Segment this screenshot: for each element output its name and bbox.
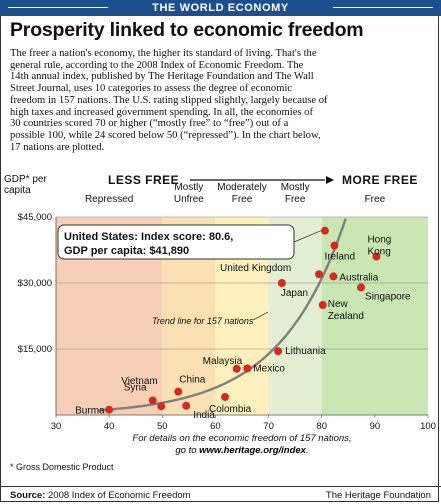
details-note-suffix: .	[306, 445, 309, 456]
body-line: high taxes and increased government spen…	[10, 106, 314, 118]
body-line: 17 nations are plotted.	[10, 141, 105, 153]
trend-line-label: Trend line for 157 nations	[152, 316, 254, 326]
point-label: Burma	[75, 406, 105, 417]
us-callout-pointer	[293, 230, 322, 243]
banner-rule-right	[333, 7, 433, 8]
x-tick-label: 50	[157, 421, 168, 432]
point-label: Zealand	[328, 311, 364, 322]
point-vietnam	[157, 402, 166, 411]
body-line: The freer a nation's economy, the higher…	[10, 48, 317, 59]
point-colombia	[220, 392, 229, 401]
point-label: Ireland	[324, 252, 355, 263]
point-burma	[105, 405, 114, 414]
us-callout-line2: GDP per capita: $41,890	[64, 245, 189, 257]
point-united-kingdom	[315, 270, 324, 279]
x-tick-label: 40	[104, 421, 115, 432]
y-tick-label: $30,000	[18, 278, 52, 289]
trend-label-pointer	[252, 311, 269, 321]
x-tick-label: 60	[210, 421, 221, 432]
band-label: Repressed	[85, 194, 133, 205]
point-australia	[329, 272, 338, 281]
point-syria	[148, 396, 157, 405]
y-axis-label-line2: capita	[4, 185, 31, 196]
point-label: Mexico	[253, 363, 285, 374]
band-label: Free	[285, 194, 306, 205]
point-india	[182, 401, 191, 410]
y-axis-label: GDP* per	[4, 174, 47, 185]
point-label: China	[179, 375, 206, 386]
heritage-url-link[interactable]: www.heritage.org/index	[199, 445, 307, 456]
publisher-credit: The Heritage Foundation	[325, 490, 431, 501]
band-label: Free	[232, 194, 253, 205]
point-lithuania	[274, 347, 283, 356]
point-new-zealand	[318, 301, 327, 309]
band-4	[321, 217, 428, 415]
point-ireland	[330, 241, 339, 250]
details-note-line1: For details on the economic freedom of 1…	[132, 433, 351, 444]
section-banner: THE WORLD ECONOMY	[0, 0, 441, 16]
point-label: Japan	[281, 288, 308, 299]
point-label: Hong	[367, 235, 391, 246]
scatter-chart: RepressedMostlyUnfreeModeratelyFreeMostl…	[4, 173, 436, 456]
band-label: Unfree	[174, 194, 204, 205]
y-tick-label: $15,000	[18, 344, 52, 355]
point-label: New	[328, 299, 349, 310]
body-line: Street Journal, uses 10 categories to as…	[10, 83, 293, 95]
x-tick-label: 70	[263, 421, 274, 432]
less-free-label: LESS FREE	[108, 173, 179, 187]
point-label: Australia	[339, 272, 378, 283]
point-label: Vietnam	[121, 376, 158, 387]
x-tick-label: 90	[370, 421, 381, 432]
more-free-label: MORE FREE	[342, 173, 418, 187]
footnote: * Gross Domestic Product	[10, 462, 114, 472]
band-label: Moderately	[217, 182, 266, 193]
point-label: Syria	[124, 382, 147, 393]
point-mexico	[243, 364, 252, 373]
body-text: The freer a nation's economy, the higher…	[10, 48, 440, 153]
point-label: Lithuania	[285, 346, 326, 357]
body-line: freedom in 157 nations. The U.S. rating …	[10, 94, 328, 106]
source-label: Source:	[10, 490, 46, 501]
headline: Prosperity linked to economic freedom	[10, 19, 364, 41]
direction-arrow-head	[326, 176, 334, 184]
body-line: possible 100, while 24 scored below 50 (…	[10, 129, 321, 141]
source-credit: Source: 2008 Index of Economic Freedom	[10, 490, 191, 501]
point-china	[174, 387, 183, 396]
x-tick-label: 30	[51, 421, 62, 432]
point-united-states	[320, 226, 329, 235]
body-line: 30 countries scored 70 or higher (“mostl…	[10, 118, 289, 130]
body-line: 14th annual index, published by The Heri…	[10, 71, 314, 83]
point-label: India	[193, 410, 215, 421]
point-label: Singapore	[365, 291, 411, 302]
us-callout-line1: United States: Index score: 80.6,	[64, 231, 233, 243]
x-tick-label: 100	[420, 421, 436, 432]
banner-title: THE WORLD ECONOMY	[152, 2, 289, 14]
point-japan	[277, 279, 286, 287]
point-label: Colombia	[209, 404, 252, 415]
trend-line	[98, 218, 347, 412]
point-label: Kong	[367, 247, 390, 258]
details-note-line2: go to www.heritage.org/index.	[175, 445, 308, 456]
details-note-prefix: go to	[175, 445, 199, 456]
y-tick-label: $45,000	[18, 212, 52, 223]
source-bar: Source: 2008 Index of Economic Freedom T…	[0, 486, 441, 504]
banner-rule-left	[8, 7, 108, 8]
source-text: 2008 Index of Economic Freedom	[45, 490, 191, 501]
point-label: Malaysia	[203, 356, 243, 367]
point-label: United Kingdom	[220, 263, 291, 274]
point-malaysia	[232, 364, 241, 373]
point-hong-kong	[372, 252, 381, 261]
body-line: general rule, according to the 2008 Inde…	[10, 59, 304, 71]
x-tick-label: 80	[316, 421, 327, 432]
band-label: Mostly	[174, 182, 203, 193]
band-label: Mostly	[281, 182, 310, 193]
point-singapore	[357, 283, 366, 292]
band-label: Free	[365, 194, 386, 205]
